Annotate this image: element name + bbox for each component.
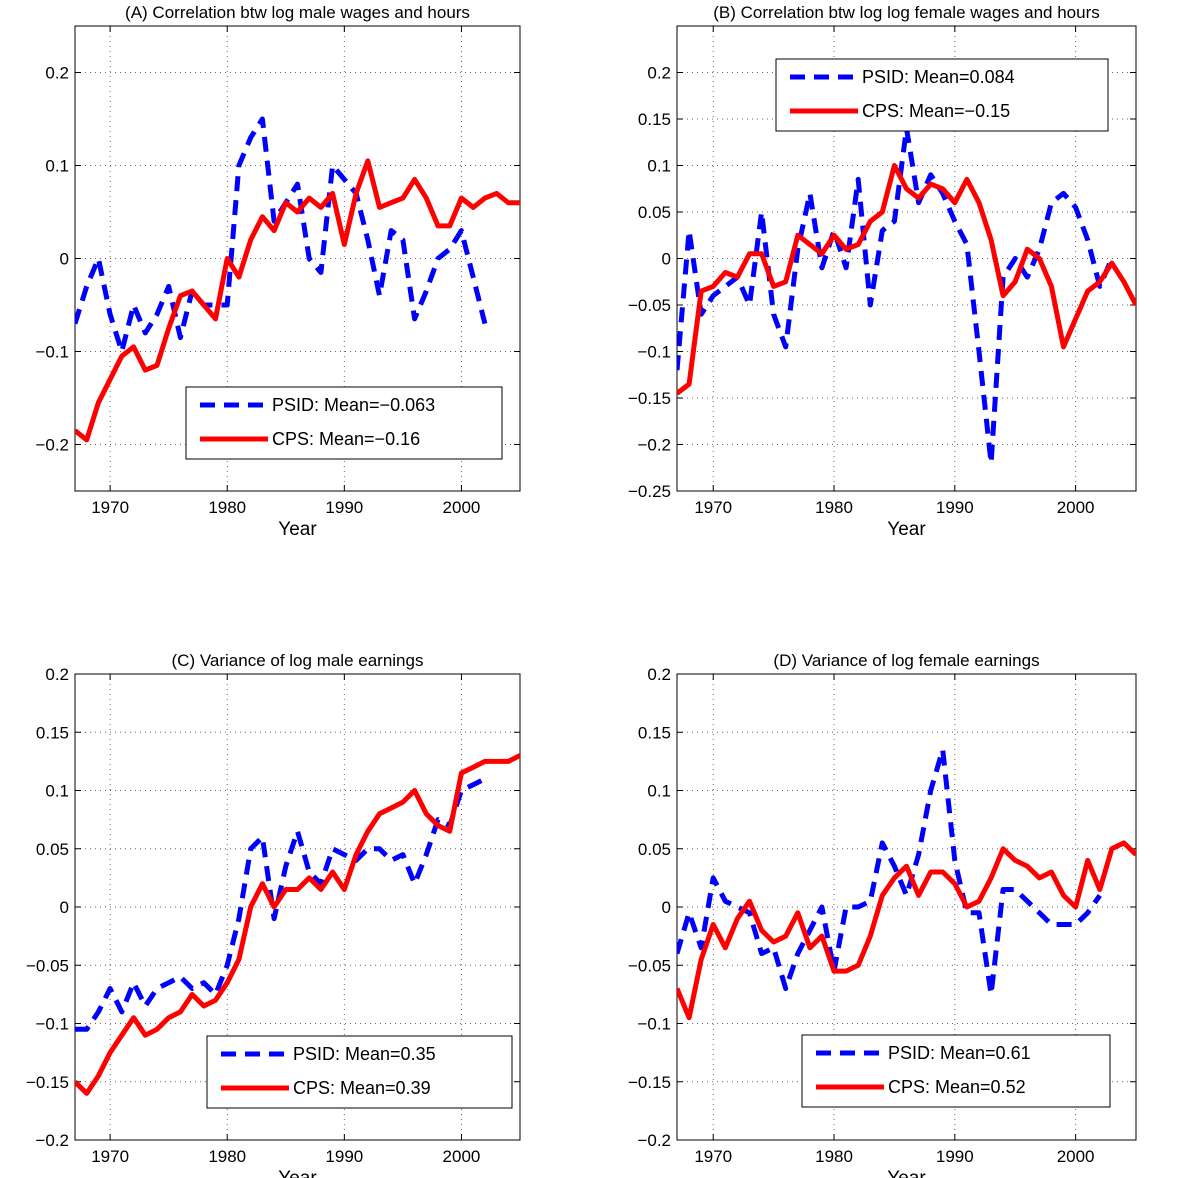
panel-title: (B) Correlation btw log log female wages… — [713, 3, 1099, 22]
y-tick-label: −0.1 — [35, 1015, 69, 1034]
y-tick-label: 0 — [60, 250, 69, 269]
x-tick-label: 2000 — [443, 498, 481, 517]
x-axis-label: Year — [887, 519, 926, 540]
x-axis-label: Year — [278, 1168, 317, 1178]
x-tick-label: 1970 — [694, 498, 732, 517]
legend-label: CPS: Mean=−0.15 — [862, 101, 1010, 121]
panel-d: 1970 1980 1990 2000 −0.2 −0.15 −0.1 −0.05 0 0.05 0… — [628, 651, 1137, 1178]
x-tick-label: 2000 — [1057, 1147, 1095, 1166]
legend-label: PSID: Mean=0.084 — [862, 67, 1015, 87]
x-tick-label: 1990 — [936, 498, 974, 517]
x-tick-label: 1990 — [936, 1147, 974, 1166]
x-tick-label: 1990 — [325, 498, 363, 517]
y-tick-label: −0.1 — [637, 343, 671, 362]
x-tick-label: 1970 — [91, 498, 129, 517]
psid-series-line — [75, 116, 488, 354]
y-tick-label: 0.2 — [647, 64, 671, 83]
y-tick-label: −0.05 — [628, 956, 671, 975]
cps-series-line — [677, 840, 1136, 1021]
panel-a: 1970 1980 1990 2000 −0.2 −0.1 0 0.1 0.2 (A) Corre… — [35, 3, 521, 540]
psid-series-line — [677, 747, 1102, 997]
legend: PSID: Mean=0.61 CPS: Mean=0.52 — [801, 1034, 1111, 1108]
x-tick-label: 2000 — [1057, 498, 1095, 517]
legend-label: CPS: Mean=0.39 — [293, 1078, 431, 1098]
y-tick-label: 0.2 — [45, 64, 69, 83]
y-tick-label: 0.05 — [638, 840, 671, 859]
y-tick-label: 0.1 — [45, 782, 69, 801]
legend-box — [185, 386, 503, 460]
y-tick-label: −0.05 — [26, 956, 69, 975]
psid-series-line — [75, 776, 487, 1032]
y-tick-label: −0.2 — [637, 436, 671, 455]
y-tick-label: −0.2 — [35, 436, 69, 455]
y-tick-label: 0.2 — [647, 665, 671, 684]
y-tick-label: −0.05 — [628, 296, 671, 315]
x-tick-label: 1980 — [208, 1147, 246, 1166]
y-tick-label: 0.1 — [647, 782, 671, 801]
legend-box — [775, 58, 1109, 132]
x-tick-label: 1990 — [325, 1147, 363, 1166]
y-tick-label: −0.15 — [628, 389, 671, 408]
legend-label: PSID: Mean=0.35 — [293, 1044, 436, 1064]
x-tick-label: 1980 — [815, 1147, 853, 1166]
psid-series-line — [677, 125, 1115, 466]
series-group — [75, 116, 520, 443]
panel-title: (C) Variance of log male earnings — [172, 651, 424, 670]
legend: PSID: Mean=0.35 CPS: Mean=0.39 — [206, 1035, 513, 1109]
x-axis-label: Year — [278, 519, 317, 540]
legend-box — [801, 1034, 1111, 1108]
cps-series-line — [677, 163, 1136, 396]
legend: PSID: Mean=−0.063 CPS: Mean=−0.16 — [185, 386, 503, 460]
x-tick-label: 2000 — [443, 1147, 481, 1166]
x-axis-label: Year — [887, 1168, 926, 1178]
cps-series-line — [75, 158, 520, 443]
y-tick-label: −0.2 — [637, 1131, 671, 1150]
y-tick-label: 0 — [60, 898, 69, 917]
y-tick-label: −0.25 — [628, 482, 671, 501]
panel-title: (A) Correlation btw log male wages and h… — [125, 3, 470, 22]
y-tick-label: −0.2 — [35, 1131, 69, 1150]
y-tick-label: 0.15 — [638, 110, 671, 129]
panel-b: 1970 1980 1990 2000 −0.25 −0.2 −0.15 −0.1 −0.05 0… — [628, 3, 1137, 540]
y-tick-label: 0 — [662, 250, 671, 269]
x-tick-label: 1980 — [208, 498, 246, 517]
y-tick-label: 0 — [662, 898, 671, 917]
legend-label: PSID: Mean=−0.063 — [272, 395, 435, 415]
y-tick-label: 0.15 — [638, 723, 671, 742]
y-tick-label: −0.15 — [26, 1073, 69, 1092]
y-tick-label: −0.1 — [637, 1015, 671, 1034]
y-tick-label: 0.1 — [647, 157, 671, 176]
panel-title: (D) Variance of log female earnings — [773, 651, 1039, 670]
y-tick-label: 0.05 — [36, 840, 69, 859]
y-tick-label: 0.2 — [45, 665, 69, 684]
panel-c: 1970 1980 1990 2000 −0.2 −0.15 −0.1 −0.05 0 0.05 0… — [26, 651, 521, 1178]
legend: PSID: Mean=0.084 CPS: Mean=−0.15 — [775, 58, 1109, 132]
x-tick-label: 1970 — [694, 1147, 732, 1166]
series-group — [677, 747, 1136, 1021]
series-group — [677, 125, 1136, 466]
y-tick-label: 0.1 — [45, 157, 69, 176]
x-tick-label: 1980 — [815, 498, 853, 517]
legend-label: PSID: Mean=0.61 — [888, 1043, 1031, 1063]
legend-box — [206, 1035, 513, 1109]
y-tick-label: 0.15 — [36, 723, 69, 742]
legend-label: CPS: Mean=0.52 — [888, 1077, 1026, 1097]
series-group — [75, 753, 520, 1096]
y-tick-label: −0.1 — [35, 343, 69, 362]
y-tick-label: 0.05 — [638, 203, 671, 222]
y-tick-label: −0.15 — [628, 1073, 671, 1092]
cps-series-line — [75, 753, 520, 1096]
x-tick-label: 1970 — [91, 1147, 129, 1166]
legend-label: CPS: Mean=−0.16 — [272, 429, 420, 449]
